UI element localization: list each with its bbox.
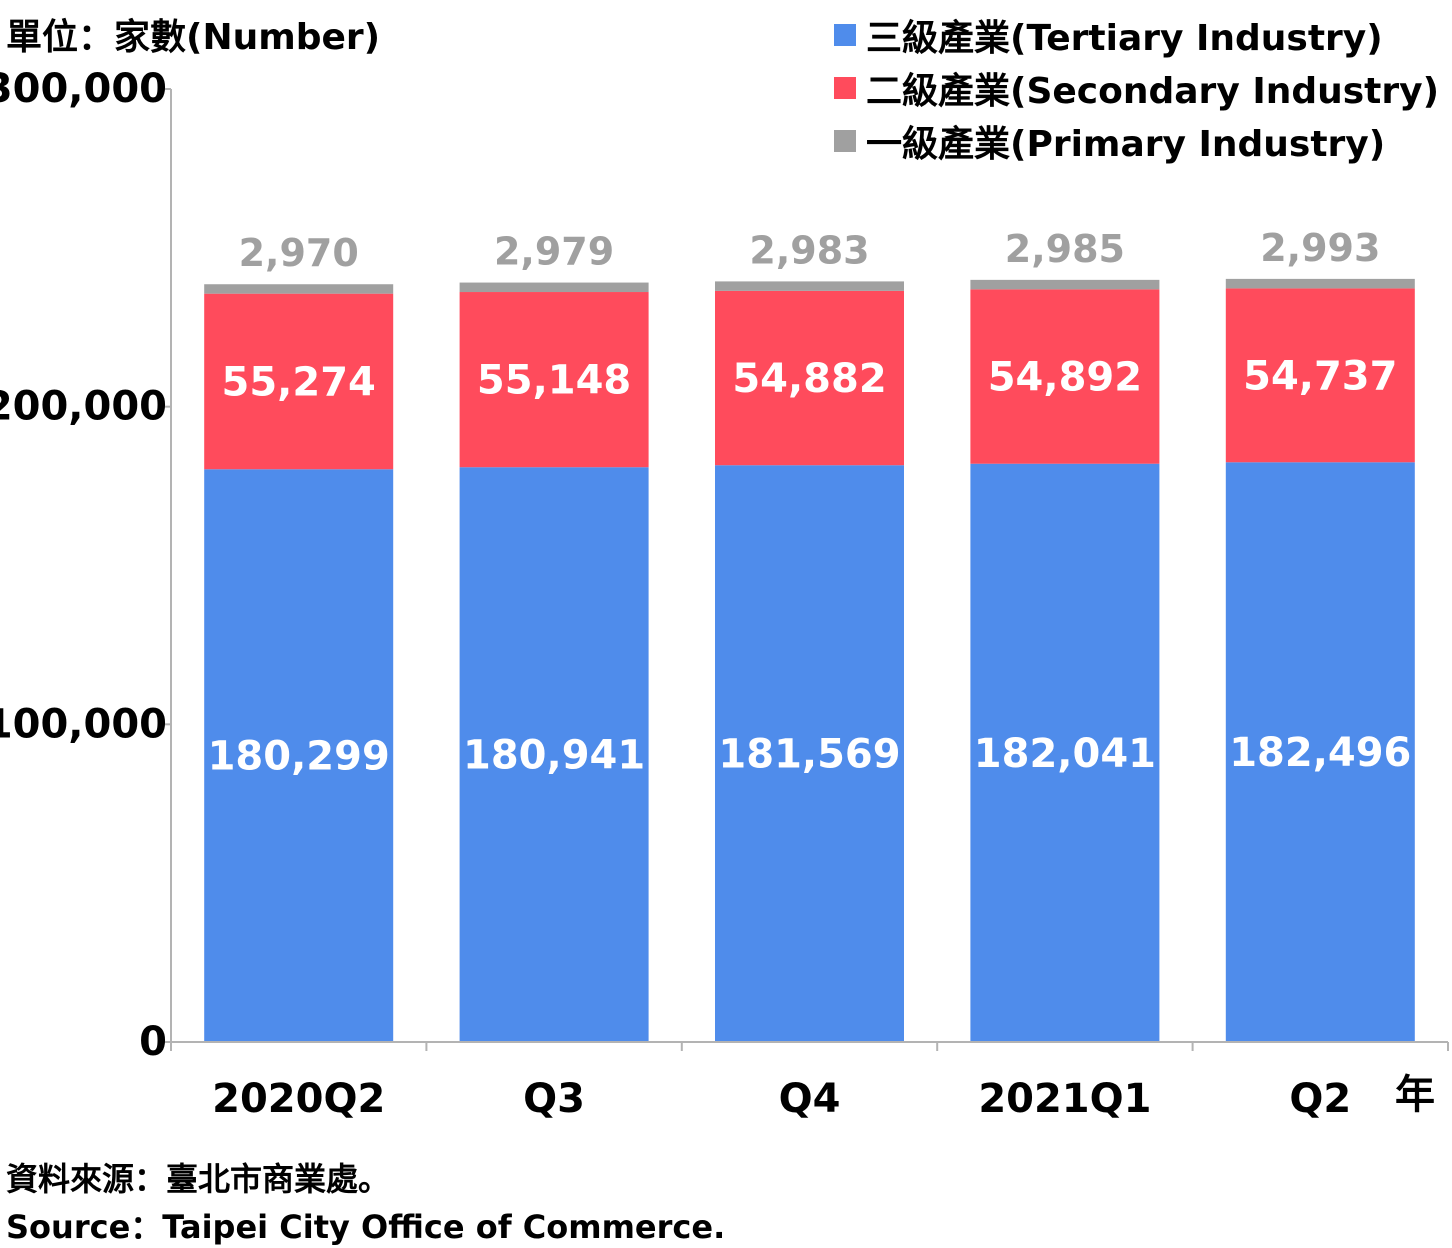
bar-primary-3 [970, 279, 1160, 290]
bar-secondary-1 [459, 292, 649, 468]
bar-tertiary-1 [459, 467, 649, 1042]
x-tick-label-4: Q2 [1289, 1076, 1351, 1122]
data-label-tertiary-3: 182,041 [974, 731, 1156, 777]
data-label-primary-1: 2,979 [494, 230, 614, 274]
data-label-secondary-3: 54,892 [988, 355, 1142, 401]
y-tick-label-2: 200,000 [0, 384, 167, 430]
x-tick-label-1: Q3 [523, 1076, 585, 1122]
x-axis-unit-label: 年 [1395, 1072, 1435, 1118]
legend-label-secondary: 二級產業(Secondary Industry) [866, 70, 1440, 112]
legend-swatch-tertiary [834, 23, 856, 46]
bar-tertiary-2 [715, 465, 904, 1042]
bar-secondary-3 [970, 289, 1160, 464]
y-tick-label-1: 100,000 [0, 701, 167, 747]
data-label-secondary-4: 54,737 [1243, 353, 1397, 399]
data-label-tertiary-2: 181,569 [718, 732, 900, 778]
data-label-primary-4: 2,993 [1260, 226, 1380, 270]
legend: 三級產業(Tertiary Industry) 二級產業(Secondary I… [834, 8, 1439, 167]
bar-tertiary-3 [970, 463, 1160, 1042]
bar-primary-1 [459, 282, 649, 293]
x-tick-label-2: Q4 [779, 1076, 841, 1122]
x-tick-label-0: 2020Q2 [212, 1076, 385, 1122]
x-tick-label-3: 2021Q1 [978, 1076, 1151, 1122]
bar-tertiary-0 [204, 469, 394, 1042]
bar-secondary-4 [1225, 288, 1415, 463]
bar-primary-0 [204, 284, 394, 294]
legend-item-secondary: 二級產業(Secondary Industry) [834, 61, 1439, 114]
data-label-secondary-0: 55,274 [222, 359, 376, 405]
y-tick-label-0: 0 [139, 1019, 167, 1065]
legend-item-tertiary: 三級產業(Tertiary Industry) [834, 8, 1439, 61]
bar-tertiary-4 [1225, 462, 1415, 1043]
data-label-tertiary-4: 182,496 [1229, 730, 1411, 776]
data-label-primary-0: 2,970 [239, 231, 359, 275]
source-note-zh: 資料來源：臺北市商業處。 [6, 1160, 391, 1198]
legend-swatch-primary [834, 129, 856, 152]
legend-item-primary: 一級產業(Primary Industry) [834, 114, 1439, 167]
legend-label-tertiary: 三級產業(Tertiary Industry) [866, 17, 1383, 59]
bar-primary-4 [1225, 278, 1415, 289]
source-note-en: Source：Taipei City Office of Commerce. [6, 1208, 726, 1246]
data-label-secondary-2: 54,882 [732, 356, 886, 402]
unit-label: 單位：家數(Number) [6, 17, 381, 58]
y-tick-label-3: 300,000 [0, 66, 167, 112]
data-label-primary-3: 2,985 [1005, 227, 1125, 271]
bar-secondary-0 [204, 293, 394, 470]
data-label-tertiary-0: 180,299 [208, 734, 390, 780]
legend-label-primary: 一級產業(Primary Industry) [866, 123, 1386, 165]
bar-primary-2 [715, 281, 904, 291]
data-label-tertiary-1: 180,941 [463, 733, 645, 779]
data-label-primary-2: 2,983 [749, 228, 869, 272]
bar-secondary-2 [715, 290, 904, 466]
legend-swatch-secondary [834, 76, 856, 99]
data-label-secondary-1: 55,148 [477, 358, 631, 404]
